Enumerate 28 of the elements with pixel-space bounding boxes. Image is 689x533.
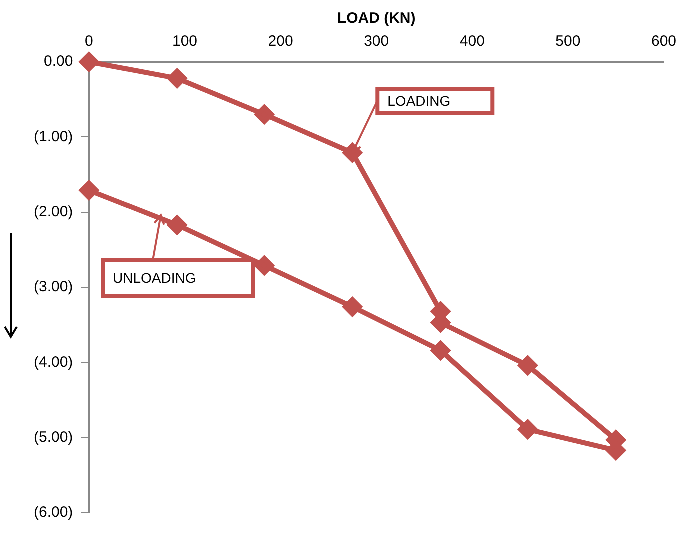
annotation: UNLOADING: [113, 270, 196, 286]
point: [255, 105, 274, 124]
x-tick-label: 500: [556, 33, 581, 50]
point: [518, 420, 538, 440]
point: [431, 341, 450, 360]
annotation: LOADING: [388, 92, 451, 109]
point: [343, 298, 362, 317]
y-tick-label: (2.00): [34, 203, 74, 220]
point: [80, 181, 99, 200]
x-tick-label: 600: [651, 33, 677, 50]
x-tick-label: 200: [268, 33, 294, 50]
point: [80, 52, 99, 72]
y-tick-label: (5.00): [34, 428, 74, 446]
point: [168, 216, 187, 235]
x-axis-title: LOAD (KN): [337, 10, 416, 28]
x-tick-label: 400: [460, 33, 485, 50]
y-tick-label: (6.00): [34, 504, 74, 522]
point: [518, 356, 538, 376]
point: [168, 69, 187, 88]
point: [255, 256, 274, 276]
x-tick-label: 0: [85, 33, 94, 50]
x-tick-label: 100: [172, 33, 198, 50]
y-tick-label: (4.00): [34, 354, 74, 371]
y-tick-label: (1.00): [34, 128, 74, 146]
x-tick-label: 300: [364, 33, 390, 50]
y-tick-label: (3.00): [34, 278, 74, 296]
point: [343, 143, 362, 162]
y-tick-label: 0.00: [44, 53, 74, 70]
